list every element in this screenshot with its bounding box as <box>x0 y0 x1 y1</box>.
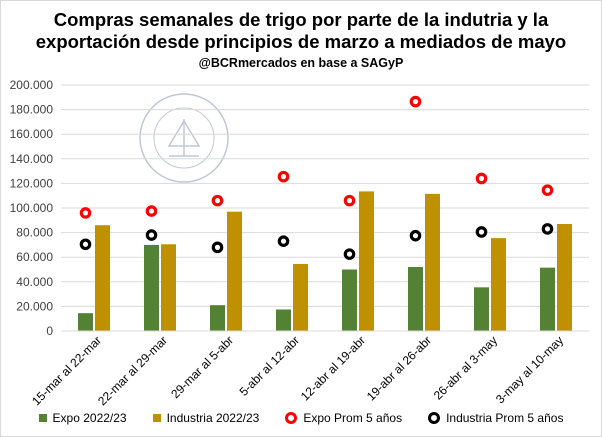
marker-industria-prom <box>541 223 554 235</box>
bar-expo <box>276 309 291 331</box>
x-tick-label: 22-mar al 29-mar <box>95 333 170 408</box>
x-tick-label: 15-mar al 22-mar <box>29 333 104 408</box>
chart-title: Compras semanales de trigo por parte de … <box>35 9 567 52</box>
bar-industria <box>293 263 308 331</box>
y-tick-label: 0 <box>46 324 53 338</box>
legend-swatch-industria-prom <box>428 412 441 424</box>
legend: Expo 2022/23 Industria 2022/23 Expo Prom… <box>1 411 601 425</box>
marker-industria-prom <box>277 235 290 248</box>
y-tick-label: 60.000 <box>16 250 53 264</box>
bars <box>78 191 572 331</box>
marker-expo-prom <box>409 95 422 108</box>
y-tick-label: 160.000 <box>10 127 54 141</box>
bar-industria <box>425 193 440 331</box>
bar-industria <box>95 225 110 331</box>
chart-subtitle: @BCRmercados en base a SAGyP <box>198 56 404 70</box>
legend-label-expo: Expo 2022/23 <box>52 411 127 425</box>
bar-chart: 0 20.000 40.000 60.000 80.000 100.000 120.000 1… <box>10 78 589 408</box>
bar-expo <box>474 287 489 331</box>
grid-lines <box>61 84 589 332</box>
bar-industria <box>161 244 176 331</box>
bar-expo <box>144 244 159 331</box>
bar-expo <box>210 305 225 331</box>
bar-expo <box>78 313 93 331</box>
legend-swatch-expo <box>38 414 47 422</box>
legend-item-industria-prom: Industria Prom 5 años <box>428 411 563 425</box>
marker-expo-prom <box>343 194 356 207</box>
legend-item-industria: Industria 2022/23 <box>152 411 260 425</box>
bar-industria <box>491 238 506 331</box>
marker-industria-prom <box>145 229 158 241</box>
legend-item-expo-prom: Expo Prom 5 años <box>285 411 402 425</box>
y-tick-label: 120.000 <box>10 176 54 190</box>
legend-swatch-industria <box>152 414 161 422</box>
legend-label-industria: Industria 2022/23 <box>166 411 260 425</box>
legend-swatch-expo-prom <box>285 412 298 424</box>
y-tick-label: 40.000 <box>16 275 53 289</box>
marker-expo-prom <box>79 207 92 219</box>
marker-expo-prom <box>211 194 224 207</box>
x-tick-label: 12-abr al 19-abr <box>298 333 368 403</box>
y-tick-label: 200.000 <box>10 78 54 92</box>
bar-industria <box>557 223 572 331</box>
marker-expo-prom <box>277 170 290 183</box>
x-tick-label: 29-mar al 5-abr <box>168 333 236 401</box>
y-tick-label: 100.000 <box>10 201 54 215</box>
x-tick-label: 3-may al 10-may <box>493 333 566 406</box>
y-tick-label: 20.000 <box>16 299 53 313</box>
marker-industria-prom <box>79 238 92 251</box>
marker-industria-prom <box>475 226 488 238</box>
y-tick-label: 140.000 <box>10 152 54 166</box>
marker-expo-prom <box>541 184 554 196</box>
y-tick-label: 80.000 <box>16 226 53 240</box>
marker-industria-prom <box>409 229 422 242</box>
x-tick-label: 5-abr al 12-abr <box>237 333 303 399</box>
bar-expo <box>408 267 423 331</box>
legend-label-expo-prom: Expo Prom 5 años <box>303 411 403 425</box>
bar-industria <box>227 211 242 331</box>
y-tick-label: 180.000 <box>10 103 54 117</box>
marker-industria-prom <box>211 241 224 254</box>
markers <box>79 95 554 260</box>
marker-industria-prom <box>343 248 356 260</box>
y-axis: 0 20.000 40.000 60.000 80.000 100.000 120.000 1… <box>10 78 54 338</box>
bar-industria <box>359 191 374 331</box>
bar-expo <box>540 267 555 331</box>
marker-expo-prom <box>475 172 488 185</box>
bar-expo <box>342 269 357 331</box>
x-tick-label: 19-abr al 26-abr <box>364 333 434 403</box>
x-tick-label: 26-abr al 3-may <box>431 333 500 402</box>
legend-item-expo: Expo 2022/23 <box>38 411 127 425</box>
watermark-seal <box>139 93 229 183</box>
marker-expo-prom <box>145 205 158 217</box>
legend-label-industria-prom: Industria Prom 5 años <box>446 411 564 425</box>
